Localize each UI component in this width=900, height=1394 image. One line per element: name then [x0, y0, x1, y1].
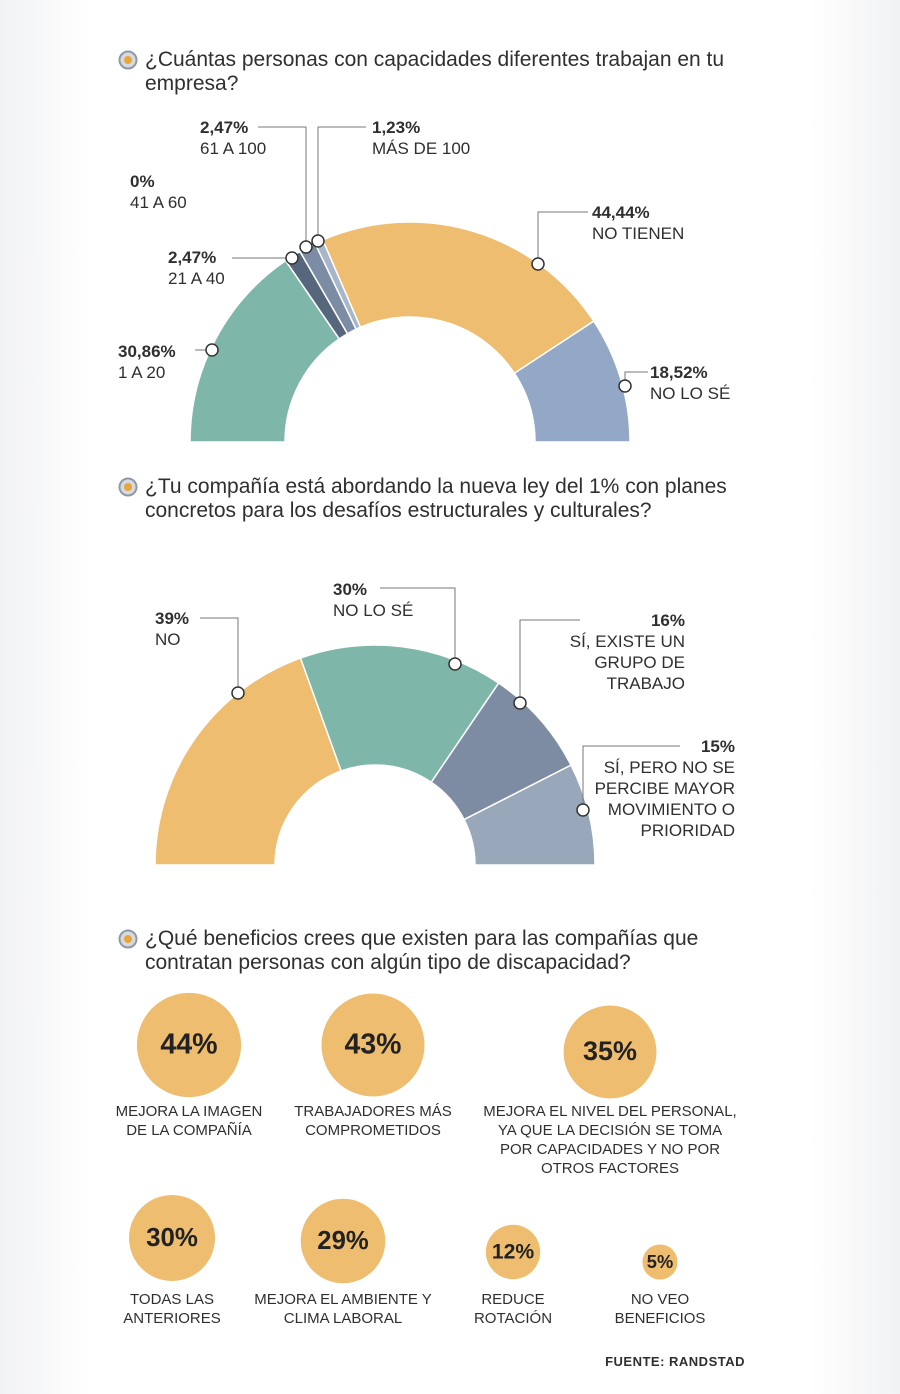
bubble [129, 1195, 215, 1281]
data-label: 18,52% NO LO SÉ [650, 362, 730, 404]
value-label: 2,47% [200, 118, 249, 137]
category-label: NO LO SÉ [650, 384, 731, 403]
value-label: 0% [130, 172, 155, 191]
bullet-dot [124, 56, 132, 64]
source: FUENTE: RANDSTAD [605, 1354, 745, 1369]
value-label: 1,23% [372, 118, 421, 137]
bubble [136, 992, 242, 1098]
chart-title: ¿Tu compañía está abordando la nueva ley… [145, 475, 727, 522]
data-label: 1,23% MÁS DE 100 [372, 117, 470, 159]
value-label: 30,86% [118, 342, 176, 361]
bubble [563, 1005, 657, 1099]
value-label: 29% [317, 1227, 369, 1255]
category-label: MEJORA LA IMAGEN DE LA COMPAÑÍA [115, 1103, 263, 1139]
leader-dot [299, 240, 313, 254]
data-label: 30% NO LO SÉ [333, 579, 413, 621]
leader-dot [531, 257, 545, 271]
value-label: 2,47% [168, 248, 217, 267]
data-label: 44,44% NO TIENEN [592, 202, 684, 244]
value-label: 15% [700, 737, 735, 756]
donut-segment [463, 764, 596, 866]
category-label: 1 A 20 [118, 363, 166, 382]
leader-line [380, 587, 456, 664]
leader-line [317, 126, 366, 241]
category-label: NO TIENEN [592, 224, 685, 243]
leader-line [200, 617, 239, 693]
bubble [321, 993, 425, 1097]
chart-title: ¿Qué beneficios crees que existen para l… [145, 927, 699, 974]
value-label: 30% [146, 1224, 198, 1252]
category-label: MEJORA EL AMBIENTE Y CLIMA LABORAL [254, 1291, 432, 1327]
data-label: 39% NO [155, 608, 189, 650]
donut-segment [513, 320, 631, 443]
bubble [485, 1224, 541, 1280]
value-label: 5% [647, 1251, 673, 1272]
leader-dot [576, 803, 590, 817]
leader-line [519, 619, 580, 703]
value-label: 39% [155, 609, 190, 628]
leader-dot [285, 251, 299, 265]
donut-segment [299, 644, 500, 784]
leader-dot [448, 657, 462, 671]
chart-title: ¿Cuántas personas con capacidades difere… [145, 48, 725, 95]
category-label: 21 A 40 [168, 269, 225, 288]
value-label: 43% [345, 1029, 402, 1061]
bullet-dot [124, 483, 132, 491]
value-label: 35% [583, 1036, 637, 1066]
leader-dot [231, 686, 245, 700]
category-label: NO [155, 630, 181, 649]
leader-dot [513, 696, 527, 710]
bubble [300, 1198, 386, 1284]
data-label: 15% SÍ, PERO NO SE PERCIBE MAYOR MOVIMIEN… [585, 736, 735, 841]
value-label: 44% [160, 1029, 217, 1061]
category-label: 61 A 100 [200, 139, 267, 158]
category-label: MÁS DE 100 [372, 139, 471, 158]
value-label: 30% [333, 580, 368, 599]
category-label: SÍ, EXISTE UN GRUPO DE TRABAJO [569, 632, 685, 693]
donut-segment [321, 221, 595, 375]
leader-line [258, 126, 307, 247]
data-label: 0% 41 A 60 [130, 171, 187, 213]
category-label: TODAS LAS ANTERIORES [123, 1291, 221, 1327]
leader-line [582, 745, 680, 810]
leader-dot [205, 343, 219, 357]
category-label: NO VEO BENEFICIOS [614, 1291, 706, 1327]
leader-dot [311, 234, 325, 248]
category-label: REDUCE ROTACIÓN [473, 1291, 553, 1327]
value-label: 12% [492, 1241, 535, 1264]
value-label: 18,52% [650, 363, 708, 382]
donut-segment [154, 657, 343, 866]
category-label: TRABAJADORES MÁS COMPROMETIDOS [294, 1103, 452, 1139]
value-label: 44,44% [592, 203, 650, 222]
value-label: 16% [650, 611, 685, 630]
data-label: 2,47% 21 A 40 [168, 247, 225, 289]
leader-dot [618, 379, 632, 393]
bubble [642, 1244, 678, 1280]
category-label: 41 A 60 [130, 193, 187, 212]
bullet-dot [124, 935, 132, 943]
data-label: 16% SÍ, EXISTE UN GRUPO DE TRABAJO [545, 610, 685, 694]
data-label: 30,86% 1 A 20 [118, 341, 176, 383]
category-label: SÍ, PERO NO SE PERCIBE MAYOR MOVIMIENTO … [594, 758, 735, 840]
data-label: 2,47% 61 A 100 [200, 117, 266, 159]
category-label: MEJORA EL NIVEL DEL PERSONAL, YA QUE LA … [483, 1103, 737, 1177]
leader-line [537, 211, 588, 264]
category-label: NO LO SÉ [333, 601, 414, 620]
